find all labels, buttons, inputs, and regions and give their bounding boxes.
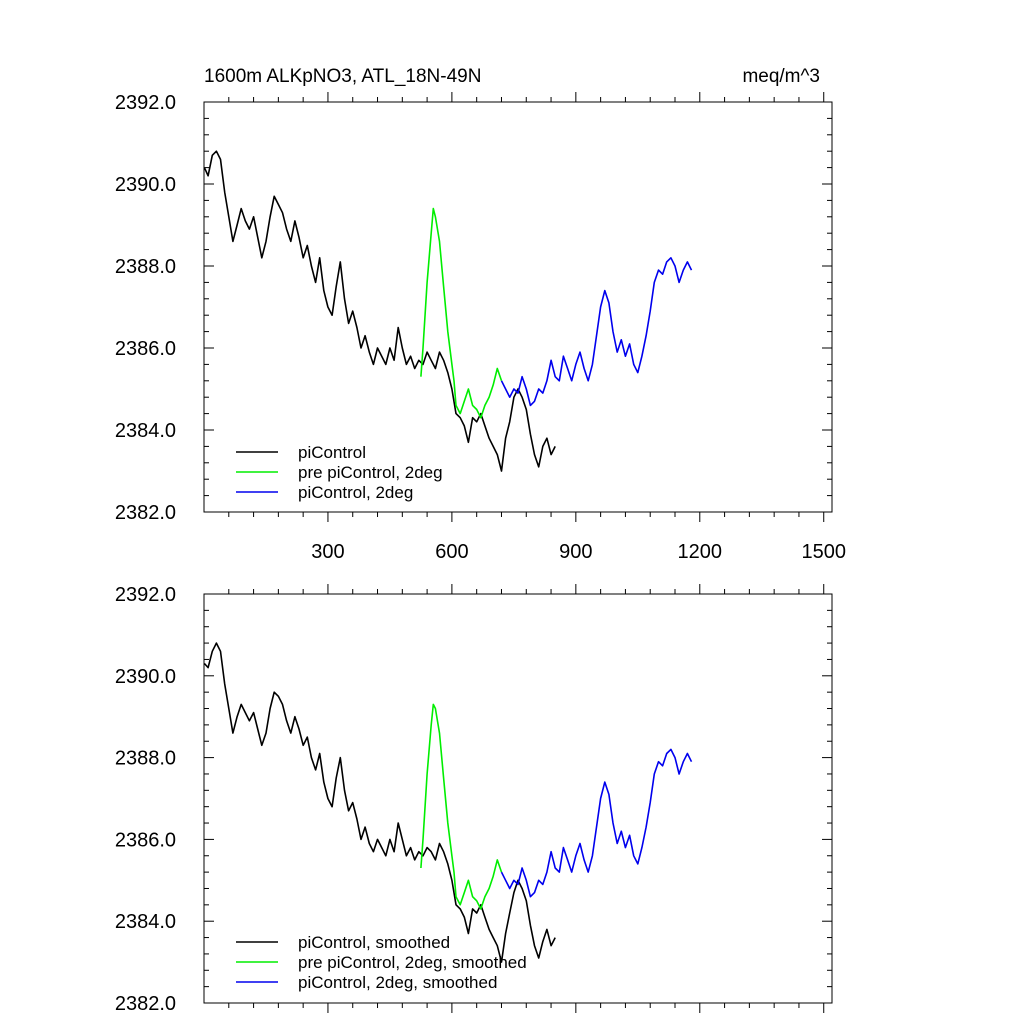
y-tick-label: 2390.0 (115, 174, 176, 196)
y-tick-label: 2392.0 (115, 92, 176, 114)
series-line-pre-picontrol-2deg-smoothed (420, 703, 503, 910)
y-tick-label: 2392.0 (115, 584, 176, 606)
x-tick-label: 900 (559, 541, 592, 563)
units-label: meq/m^3 (742, 66, 820, 87)
legend-label: pre piControl, 2deg (298, 463, 443, 482)
y-tick-label: 2384.0 (115, 420, 176, 442)
legend-label: piControl (298, 443, 366, 462)
y-tick-label: 2388.0 (115, 748, 176, 770)
x-tick-label: 300 (311, 541, 344, 563)
series-line-pre-picontrol-2deg (420, 207, 503, 419)
series-line-picontrol (203, 150, 556, 472)
y-tick-label: 2390.0 (115, 666, 176, 688)
y-tick-label: 2388.0 (115, 256, 176, 278)
legend-label: pre piControl, 2deg, smoothed (298, 953, 527, 972)
y-tick-label: 2384.0 (115, 911, 176, 933)
series-line-picontrol-2deg (500, 257, 693, 407)
y-tick-label: 2382.0 (115, 502, 176, 524)
y-tick-label: 2386.0 (115, 338, 176, 360)
x-tick-label: 600 (435, 541, 468, 563)
legend-label: piControl, 2deg, smoothed (298, 973, 497, 992)
y-tick-label: 2386.0 (115, 829, 176, 851)
legend-label: piControl, smoothed (298, 933, 450, 952)
series-line-picontrol-smoothed (203, 642, 556, 963)
x-tick-label: 1200 (678, 541, 723, 563)
panel-raw: 2382.0 2384.0 2386.0 2388.0 2390.0 2392.0 300 6… (115, 92, 846, 563)
chart-title: 1600m ALKpNO3, ATL_18N-49N (204, 66, 481, 87)
series-line-picontrol-2deg-smoothed (500, 748, 693, 898)
x-tick-label: 1500 (801, 541, 846, 563)
plot-frame (203, 101, 833, 513)
y-tick-label: 2382.0 (115, 993, 176, 1015)
legend-label: piControl, 2deg (298, 483, 413, 502)
panel-smoothed: 2382.0 2384.0 2386.0 2388.0 2390.0 2392.0 piCo… (115, 584, 833, 1015)
plot-frame (203, 593, 833, 1004)
